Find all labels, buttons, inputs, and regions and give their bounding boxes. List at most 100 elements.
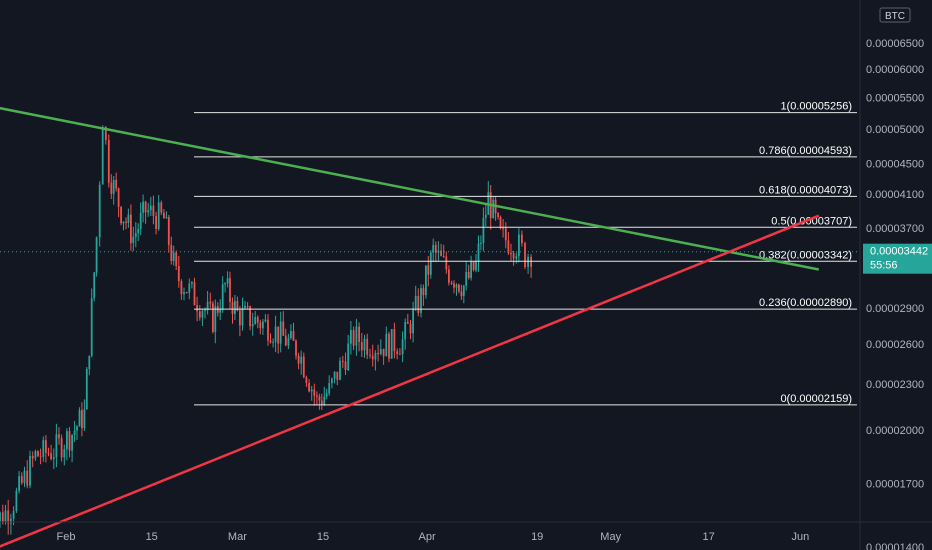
- candle-body: [313, 389, 316, 396]
- currency-badge: BTC: [879, 7, 911, 23]
- candle-body: [302, 356, 305, 378]
- y-tick-label: 0.00002000: [866, 425, 924, 437]
- candle-body: [325, 393, 328, 397]
- candle-body: [458, 284, 460, 292]
- candle-body: [377, 352, 379, 355]
- candle-body: [196, 305, 198, 312]
- candle-body: [120, 206, 122, 224]
- candle-body: [125, 221, 127, 223]
- current-price-tag: 0.00003442 55:56: [863, 243, 932, 274]
- candle-body: [142, 201, 144, 213]
- candle-body: [399, 353, 401, 355]
- candle-body: [47, 452, 50, 454]
- candle-body: [81, 410, 83, 429]
- candle-body: [530, 256, 532, 267]
- candle-body: [198, 311, 201, 318]
- candle-body: [163, 212, 165, 219]
- candle-body: [477, 243, 480, 262]
- candle-body: [155, 215, 157, 229]
- trendline-support[interactable]: [0, 214, 820, 550]
- candle-body: [185, 292, 188, 294]
- candle-body: [188, 283, 191, 293]
- candle-body: [177, 266, 180, 282]
- candle-body: [239, 310, 241, 326]
- candle-body: [132, 236, 135, 243]
- candle-body: [37, 451, 39, 457]
- candle-body: [440, 250, 442, 256]
- candle-body: [401, 339, 404, 355]
- candle-body: [10, 518, 12, 524]
- fibonacci-retracement[interactable]: 1(0.00005256) 0.786(0.00004593) 0.618(0.00…: [194, 101, 857, 406]
- trendlines[interactable]: [0, 100, 820, 550]
- candle-body: [76, 426, 78, 431]
- candle-body: [274, 326, 277, 342]
- candle-body: [160, 202, 163, 213]
- candle-body: [7, 510, 10, 524]
- candle-body: [39, 456, 42, 458]
- candle-body: [224, 283, 226, 285]
- y-tick-label: 0.00002900: [866, 303, 924, 315]
- candle-body: [414, 296, 417, 309]
- candle-body: [427, 265, 430, 275]
- candle-body: [157, 202, 160, 229]
- candlestick-series: [0, 125, 532, 535]
- candle-body: [350, 330, 352, 344]
- candle-body: [412, 308, 414, 334]
- candle-body: [93, 272, 96, 299]
- current-price-value: 0.00003442: [870, 246, 928, 258]
- candle-body: [460, 291, 463, 297]
- candle-body: [524, 243, 526, 267]
- candle-body: [256, 317, 259, 323]
- candle-body: [134, 232, 137, 237]
- candle-body: [331, 378, 333, 384]
- candle-body: [475, 261, 477, 271]
- y-tick-label: 0.00004500: [866, 159, 924, 171]
- x-tick-label: 17: [702, 531, 714, 543]
- candle-body: [45, 440, 47, 453]
- candle-body: [450, 282, 453, 284]
- candle-body: [52, 457, 55, 459]
- candle-body: [34, 451, 37, 459]
- candle-body: [149, 205, 152, 211]
- candle-body: [371, 355, 374, 360]
- candle-body: [55, 434, 58, 458]
- candle-body: [1, 512, 4, 523]
- candle-body: [422, 288, 425, 296]
- candle-body: [201, 311, 204, 318]
- candle-body: [23, 470, 26, 483]
- candle-body: [214, 306, 217, 332]
- candle-body: [264, 319, 267, 322]
- candle-body: [480, 242, 482, 244]
- candle-body: [279, 321, 282, 344]
- candle-body: [339, 360, 341, 380]
- candle-body: [78, 410, 81, 427]
- bar-countdown: 55:56: [870, 260, 898, 272]
- candle-body: [229, 278, 231, 302]
- candle-body: [68, 431, 71, 451]
- candle-body: [393, 329, 396, 352]
- candle-body: [139, 212, 142, 229]
- candle-body: [341, 360, 344, 362]
- candle-body: [404, 321, 407, 340]
- fib-level-label: 0.382(0.00003342): [759, 249, 852, 261]
- trendline-resistance[interactable]: [0, 100, 820, 271]
- candle-body: [221, 284, 224, 310]
- candle-body: [269, 340, 272, 343]
- time-axis[interactable]: Feb 15 Mar 15 Apr 19 May 17 Jun: [57, 531, 810, 543]
- x-tick-label: Feb: [57, 531, 76, 543]
- candle-body: [462, 285, 465, 297]
- candle-body: [420, 288, 422, 313]
- candle-body: [352, 330, 355, 346]
- candle-body: [58, 434, 60, 439]
- candle-body: [42, 440, 45, 457]
- candle-body: [66, 431, 68, 450]
- candle-body: [165, 217, 168, 219]
- candle-body: [492, 199, 495, 219]
- fib-level-label: 0.5(0.00003707): [771, 215, 852, 227]
- candle-body: [320, 400, 323, 405]
- candle-body: [204, 310, 206, 312]
- candle-body: [284, 335, 287, 346]
- candle-body: [453, 283, 455, 288]
- candle-body: [15, 490, 18, 511]
